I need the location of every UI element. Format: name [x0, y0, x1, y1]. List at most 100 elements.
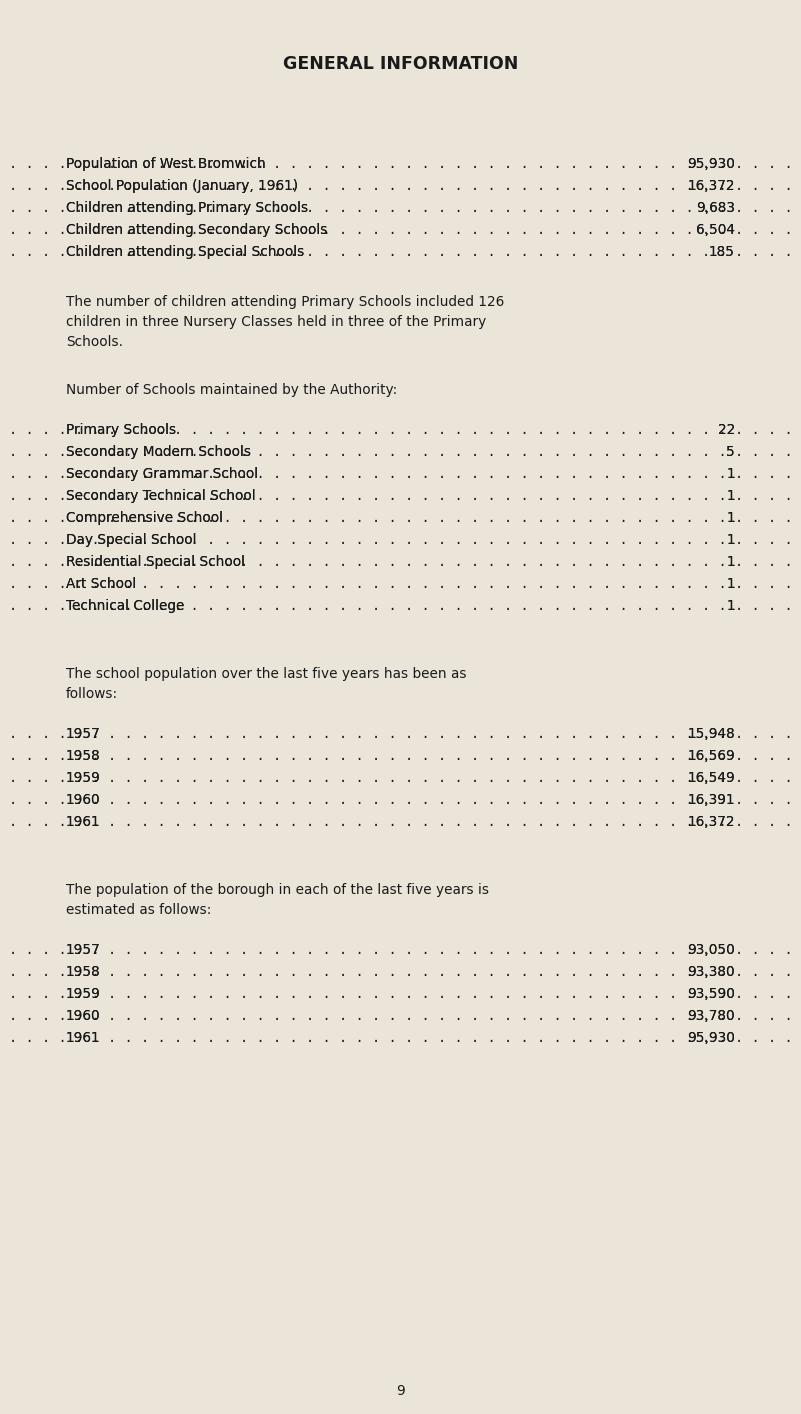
Text: 1958: 1958 [66, 749, 101, 764]
Text: . . . . . . . . . . . . . . . . . . . . . . . . . . . . . . . . . . . . . . . . : . . . . . . . . . . . . . . . . . . . . … [0, 814, 801, 829]
Text: 1: 1 [727, 533, 735, 547]
Text: 93,590: 93,590 [687, 987, 735, 1001]
Text: 1961: 1961 [66, 1031, 101, 1045]
Text: follows:: follows: [66, 687, 118, 701]
Text: . . . . . . . . . . . . . . . . . . . . . . . . . . . . . . . . . . . . . . . . : . . . . . . . . . . . . . . . . . . . . … [0, 556, 801, 568]
Text: Number of Schools maintained by the Authority:: Number of Schools maintained by the Auth… [66, 383, 397, 397]
Text: 16,549: 16,549 [687, 771, 735, 785]
Text: 16,391: 16,391 [687, 793, 735, 807]
Text: Residential Special School: Residential Special School [66, 556, 245, 568]
Text: 5: 5 [727, 445, 735, 460]
Text: The population of the borough in each of the last five years is: The population of the borough in each of… [66, 882, 489, 896]
Text: . . . . . . . . . . . . . . . . . . . . . . . . . . . . . . . . . . . . . . . . : . . . . . . . . . . . . . . . . . . . . … [0, 600, 801, 614]
Text: 93,780: 93,780 [687, 1010, 735, 1022]
Text: 93,380: 93,380 [687, 964, 735, 978]
Text: 185: 185 [709, 245, 735, 259]
Text: School Population (January, 1961): School Population (January, 1961) [66, 180, 298, 192]
Text: Population of West Bromwich: Population of West Bromwich [66, 157, 266, 171]
Text: 1: 1 [727, 533, 735, 547]
Text: . . . . . . . . . . . . . . . . . . . . . . . . . . . . . . . . . . . . . . . . : . . . . . . . . . . . . . . . . . . . . … [0, 223, 801, 238]
Text: Children attending Secondary Schools: Children attending Secondary Schools [66, 223, 328, 238]
Text: 9,683: 9,683 [696, 201, 735, 215]
Text: 1959: 1959 [66, 987, 101, 1001]
Text: . . . . . . . . . . . . . . . . . . . . . . . . . . . . . . . . . . . . . . . . : . . . . . . . . . . . . . . . . . . . . … [0, 793, 801, 807]
Text: 6,504: 6,504 [696, 223, 735, 238]
Text: 95,930: 95,930 [687, 1031, 735, 1045]
Text: 16,569: 16,569 [687, 749, 735, 764]
Text: . . . . . . . . . . . . . . . . . . . . . . . . . . . . . . . . . . . . . . . . : . . . . . . . . . . . . . . . . . . . . … [0, 201, 801, 215]
Text: The number of children attending Primary Schools included 126: The number of children attending Primary… [66, 296, 505, 310]
Text: Secondary Technical School: Secondary Technical School [66, 489, 256, 503]
Text: 16,372: 16,372 [687, 180, 735, 192]
Text: 9: 9 [396, 1384, 405, 1398]
Text: Schools.: Schools. [66, 335, 123, 349]
Text: 1958: 1958 [66, 749, 101, 764]
Text: 1: 1 [727, 556, 735, 568]
Text: Day Special School: Day Special School [66, 533, 196, 547]
Text: 95,930: 95,930 [687, 1031, 735, 1045]
Text: . . . . . . . . . . . . . . . . . . . . . . . . . . . . . . . . . . . . . . . . : . . . . . . . . . . . . . . . . . . . . … [0, 577, 801, 591]
Text: 93,050: 93,050 [687, 943, 735, 957]
Text: Secondary Technical School: Secondary Technical School [66, 489, 256, 503]
Text: 1: 1 [727, 489, 735, 503]
Text: 1: 1 [727, 467, 735, 481]
Text: Primary Schools: Primary Schools [66, 423, 176, 437]
Text: . . . . . . . . . . . . . . . . . . . . . . . . . . . . . . . . . . . . . . . . : . . . . . . . . . . . . . . . . . . . . … [0, 1010, 801, 1022]
Text: 1961: 1961 [66, 1031, 101, 1045]
Text: 1: 1 [727, 600, 735, 614]
Text: 5: 5 [727, 445, 735, 460]
Text: 1: 1 [727, 510, 735, 525]
Text: 16,569: 16,569 [687, 749, 735, 764]
Text: 1958: 1958 [66, 964, 101, 978]
Text: 1957: 1957 [66, 727, 101, 741]
Text: 1: 1 [727, 577, 735, 591]
Text: 22: 22 [718, 423, 735, 437]
Text: 1: 1 [727, 510, 735, 525]
Text: 16,372: 16,372 [687, 180, 735, 192]
Text: Secondary Modern Schools: Secondary Modern Schools [66, 445, 251, 460]
Text: . . . . . . . . . . . . . . . . . . . . . . . . . . . . . . . . . . . . . . . . : . . . . . . . . . . . . . . . . . . . . … [0, 180, 801, 192]
Text: Children attending Primary Schools: Children attending Primary Schools [66, 201, 308, 215]
Text: 1959: 1959 [66, 771, 101, 785]
Text: estimated as follows:: estimated as follows: [66, 904, 211, 918]
Text: . . . . . . . . . . . . . . . . . . . . . . . . . . . . . . . . . . . . . . . . : . . . . . . . . . . . . . . . . . . . . … [0, 1031, 801, 1045]
Text: . . . . . . . . . . . . . . . . . . . . . . . . . . . . . . . . . . . . . . . . : . . . . . . . . . . . . . . . . . . . . … [0, 727, 801, 741]
Text: children in three Nursery Classes held in three of the Primary: children in three Nursery Classes held i… [66, 315, 486, 329]
Text: . . . . . . . . . . . . . . . . . . . . . . . . . . . . . . . . . . . . . . . . : . . . . . . . . . . . . . . . . . . . . … [0, 771, 801, 785]
Text: 1: 1 [727, 577, 735, 591]
Text: 16,391: 16,391 [687, 793, 735, 807]
Text: 95,930: 95,930 [687, 157, 735, 171]
Text: Comprehensive School: Comprehensive School [66, 510, 223, 525]
Text: Secondary Grammar School: Secondary Grammar School [66, 467, 258, 481]
Text: 22: 22 [718, 423, 735, 437]
Text: . . . . . . . . . . . . . . . . . . . . . . . . . . . . . . . . . . . . . . . . : . . . . . . . . . . . . . . . . . . . . … [0, 467, 801, 481]
Text: Primary Schools: Primary Schools [66, 423, 176, 437]
Text: 1961: 1961 [66, 814, 101, 829]
Text: . . . . . . . . . . . . . . . . . . . . . . . . . . . . . . . . . . . . . . . . : . . . . . . . . . . . . . . . . . . . . … [0, 423, 801, 437]
Text: Children attending Special Schools: Children attending Special Schools [66, 245, 304, 259]
Text: . . . . . . . . . . . . . . . . . . . . . . . . . . . . . . . . . . . . . . . . : . . . . . . . . . . . . . . . . . . . . … [0, 489, 801, 503]
Text: 93,050: 93,050 [687, 943, 735, 957]
Text: 1960: 1960 [66, 793, 101, 807]
Text: . . . . . . . . . . . . . . . . . . . . . . . . . . . . . . . . . . . . . . . . : . . . . . . . . . . . . . . . . . . . . … [0, 157, 801, 171]
Text: Children attending Primary Schools: Children attending Primary Schools [66, 201, 308, 215]
Text: 95,930: 95,930 [687, 157, 735, 171]
Text: GENERAL INFORMATION: GENERAL INFORMATION [283, 55, 518, 74]
Text: 1960: 1960 [66, 793, 101, 807]
Text: 1961: 1961 [66, 814, 101, 829]
Text: Residential Special School: Residential Special School [66, 556, 245, 568]
Text: 1959: 1959 [66, 771, 101, 785]
Text: Population of West Bromwich: Population of West Bromwich [66, 157, 266, 171]
Text: 93,380: 93,380 [687, 964, 735, 978]
Text: . . . . . . . . . . . . . . . . . . . . . . . . . . . . . . . . . . . . . . . . : . . . . . . . . . . . . . . . . . . . . … [0, 533, 801, 547]
Text: Technical College: Technical College [66, 600, 184, 614]
Text: . . . . . . . . . . . . . . . . . . . . . . . . . . . . . . . . . . . . . . . . : . . . . . . . . . . . . . . . . . . . . … [0, 445, 801, 460]
Text: Art School: Art School [66, 577, 136, 591]
Text: Technical College: Technical College [66, 600, 184, 614]
Text: 93,780: 93,780 [687, 1010, 735, 1022]
Text: Day Special School: Day Special School [66, 533, 196, 547]
Text: 6,504: 6,504 [696, 223, 735, 238]
Text: Secondary Modern Schools: Secondary Modern Schools [66, 445, 251, 460]
Text: 16,549: 16,549 [687, 771, 735, 785]
Text: 185: 185 [709, 245, 735, 259]
